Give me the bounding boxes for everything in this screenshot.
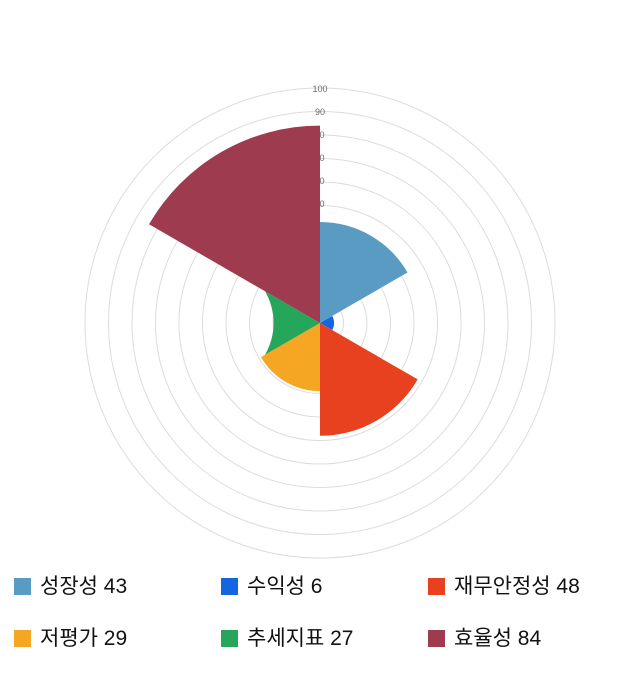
radial-axis-ticks: 100 90 0 0 0 0 xyxy=(312,84,327,209)
tick-label-100: 100 xyxy=(312,84,327,94)
legend-label-trend-indicator: 추세지표 27 xyxy=(247,626,354,650)
legend-label-profitability: 수익성 6 xyxy=(247,574,323,598)
tick-label-90: 90 xyxy=(315,107,325,117)
legend-swatch-growth xyxy=(14,577,31,595)
pie-sectors xyxy=(149,125,418,436)
legend-swatch-profitability xyxy=(221,577,238,595)
sector-growth[interactable] xyxy=(320,221,408,323)
legend-item-financial-stability[interactable]: 재무안정성 48 xyxy=(428,560,640,612)
legend-item-trend-indicator[interactable]: 추세지표 27 xyxy=(221,612,428,664)
legend-swatch-undervaluation xyxy=(14,629,31,647)
legend-item-efficiency[interactable]: 효율성 84 xyxy=(428,612,640,664)
legend-swatch-financial-stability xyxy=(428,577,445,595)
legend-item-profitability[interactable]: 수익성 6 xyxy=(221,560,428,612)
legend-label-efficiency: 효율성 84 xyxy=(454,626,542,650)
sector-efficiency[interactable] xyxy=(149,125,320,324)
chart-svg: 100 90 0 0 0 0 xyxy=(84,84,556,559)
legend-item-growth[interactable]: 성장성 43 xyxy=(14,560,221,612)
tick-label-50: 0 xyxy=(319,199,324,209)
tick-label-70: 0 xyxy=(319,153,324,163)
legend-swatch-efficiency xyxy=(428,629,445,647)
legend-label-growth: 성장성 43 xyxy=(40,574,128,598)
legend-swatch-trend-indicator xyxy=(221,629,238,647)
radar-pie-chart: 100 90 0 0 0 0 xyxy=(84,84,556,559)
legend-label-financial-stability: 재무안정성 48 xyxy=(454,574,580,598)
legend-label-undervaluation: 저평가 29 xyxy=(40,626,128,650)
sector-undervaluation[interactable] xyxy=(261,323,320,392)
sector-trend-indicator[interactable] xyxy=(265,291,320,355)
legend-item-undervaluation[interactable]: 저평가 29 xyxy=(14,612,221,664)
sector-profitability[interactable] xyxy=(320,315,335,331)
sector-financial-stability[interactable] xyxy=(320,323,418,436)
tick-label-80: 0 xyxy=(319,130,324,140)
legend-grid: 성장성 43 수익성 6 재무안정성 48 저평가 29 추세지표 27 효율성… xyxy=(0,560,640,664)
tick-label-60: 0 xyxy=(319,176,324,186)
chart-legend: 성장성 43 수익성 6 재무안정성 48 저평가 29 추세지표 27 효율성… xyxy=(0,560,640,700)
